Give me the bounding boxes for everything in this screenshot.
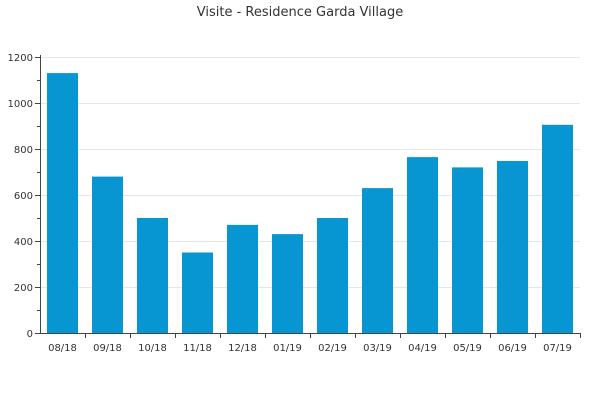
y-axis-ticks: 0 200 400 600 800 1000 1200 <box>8 53 40 340</box>
x-tick-label: 09/18 <box>93 343 122 354</box>
bar <box>452 167 483 333</box>
x-tick-label: 05/19 <box>453 343 482 354</box>
bars <box>47 73 573 333</box>
x-tick-label: 02/19 <box>318 343 347 354</box>
bar <box>497 161 528 333</box>
y-tick-label: 1000 <box>8 99 33 110</box>
x-axis-ticks: 08/18 09/18 10/18 11/18 12/18 01/19 02/19 03/19… <box>48 333 581 354</box>
x-tick-label: 04/19 <box>408 343 437 354</box>
x-tick-label: 11/18 <box>183 343 212 354</box>
bar <box>272 234 303 333</box>
x-tick-label: 06/19 <box>498 343 527 354</box>
x-tick-label: 08/18 <box>48 343 77 354</box>
bar <box>542 124 573 333</box>
y-tick-label: 0 <box>27 329 33 340</box>
grid-lines <box>40 57 580 288</box>
x-tick-label: 07/19 <box>543 343 572 354</box>
y-tick-label: 1200 <box>8 53 33 64</box>
bar <box>92 176 123 333</box>
bar <box>227 224 258 333</box>
chart-title: Visite - Residence Garda Village <box>197 5 403 20</box>
bar <box>182 252 213 333</box>
y-tick-label: 600 <box>14 191 33 202</box>
x-tick-label: 10/18 <box>138 343 167 354</box>
bar <box>317 218 348 333</box>
bar <box>137 218 168 333</box>
y-tick-label: 200 <box>14 283 33 294</box>
y-tick-label: 400 <box>14 237 33 248</box>
bar <box>362 188 393 333</box>
x-tick-label: 12/18 <box>228 343 257 354</box>
bar <box>47 73 78 333</box>
bar <box>407 157 438 333</box>
x-tick-label: 03/19 <box>363 343 392 354</box>
y-tick-label: 800 <box>14 145 33 156</box>
x-tick-label: 01/19 <box>273 343 302 354</box>
